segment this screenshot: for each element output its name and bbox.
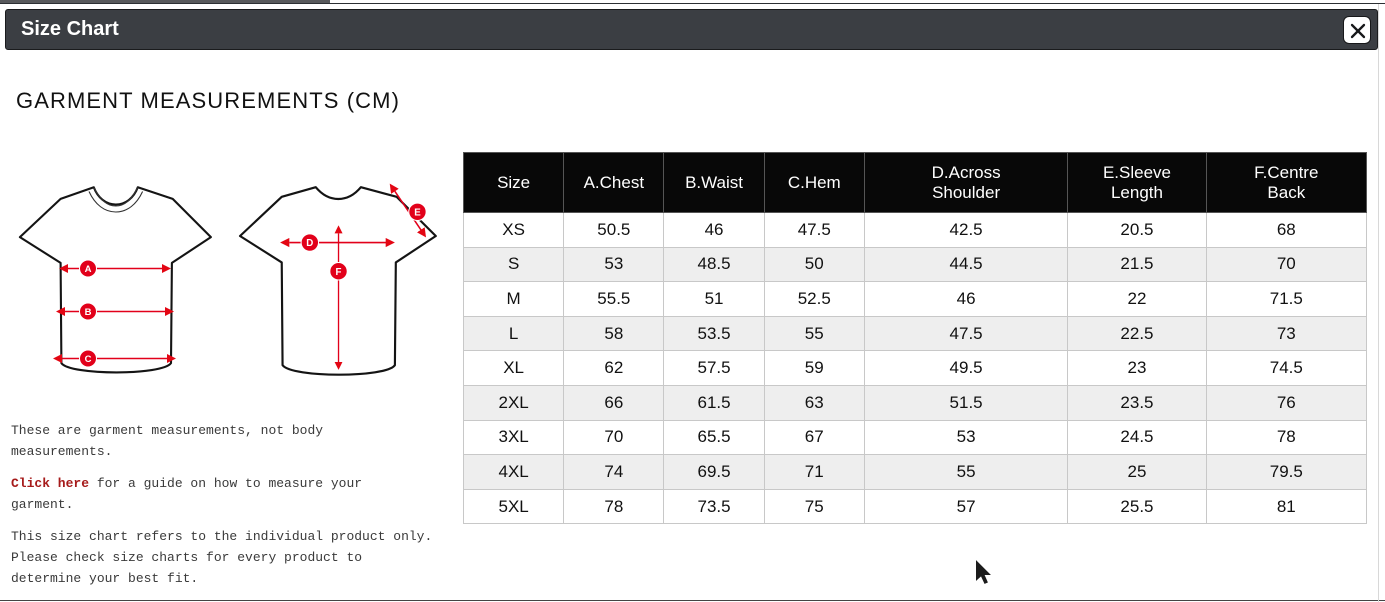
svg-text:B: B: [85, 307, 92, 318]
svg-text:D: D: [306, 238, 313, 249]
svg-text:C: C: [85, 354, 92, 365]
svg-text:A: A: [85, 264, 92, 275]
svg-text:F: F: [336, 267, 342, 278]
svg-text:E: E: [414, 207, 421, 218]
